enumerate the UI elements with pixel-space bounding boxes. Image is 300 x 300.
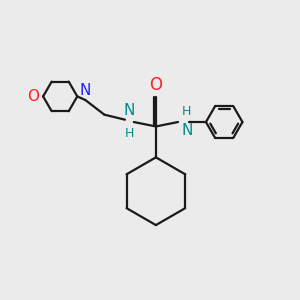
Text: N: N (80, 83, 91, 98)
Text: O: O (149, 76, 162, 94)
Text: H: H (182, 105, 191, 118)
Text: O: O (27, 89, 39, 104)
Text: N: N (124, 103, 135, 118)
Text: H: H (125, 127, 134, 140)
Text: N: N (182, 123, 193, 138)
